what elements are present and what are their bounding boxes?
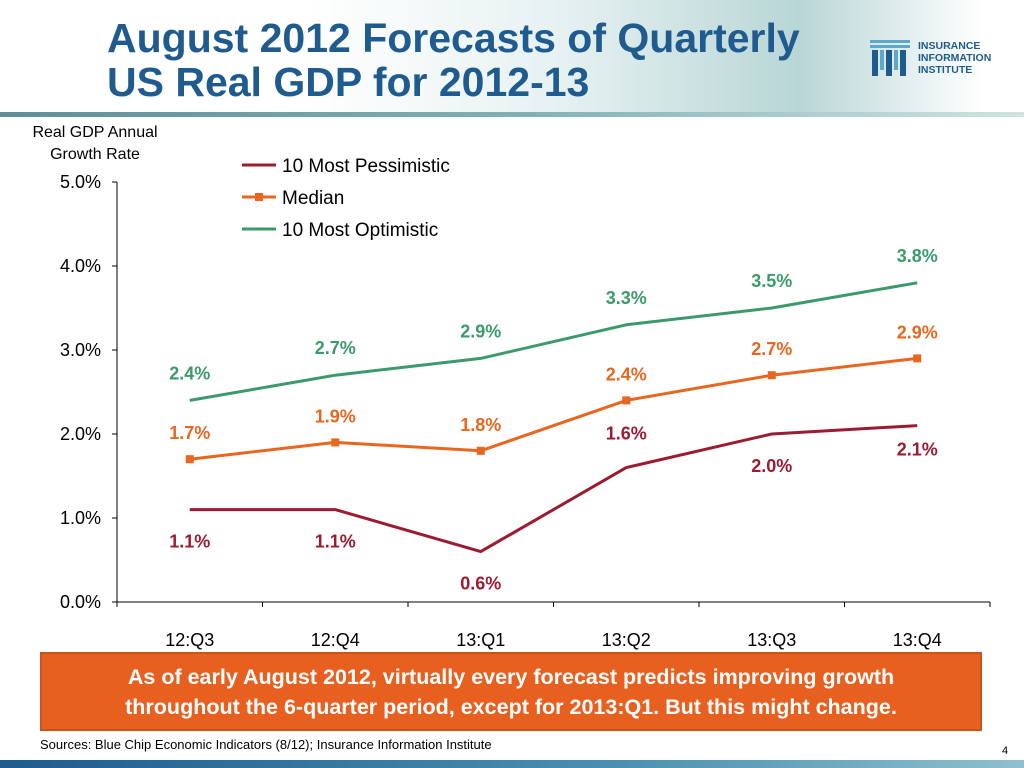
data-label: 1.9% bbox=[315, 406, 356, 426]
y-tick-label: 4.0% bbox=[60, 256, 101, 276]
x-tick-label: 12:Q4 bbox=[311, 630, 360, 650]
x-tick-label: 13:Q2 bbox=[602, 630, 651, 650]
legend-label: 10 Most Optimistic bbox=[282, 220, 438, 241]
x-tick-label: 13:Q1 bbox=[456, 630, 505, 650]
page-number: 4 bbox=[1002, 745, 1009, 757]
series-marker bbox=[185, 455, 194, 464]
y-tick-label: 1.0% bbox=[60, 508, 101, 528]
callout-box: As of early August 2012, virtually every… bbox=[40, 652, 982, 731]
series-marker bbox=[767, 371, 776, 380]
logo-text-line: INSURANCE bbox=[918, 40, 981, 52]
sources-note: Sources: Blue Chip Economic Indicators (… bbox=[40, 737, 492, 752]
legend-label: Median bbox=[282, 188, 344, 209]
series-line-median bbox=[189, 356, 918, 461]
legend-label: 10 Most Pessimistic bbox=[282, 156, 450, 177]
series-line-10-most-optimistic bbox=[189, 281, 918, 402]
slide-title: August 2012 Forecasts of Quarterly US Re… bbox=[107, 16, 847, 104]
x-tick-label: 13:Q3 bbox=[747, 630, 796, 650]
data-label: 2.9% bbox=[897, 322, 938, 342]
data-label: 1.8% bbox=[460, 415, 501, 435]
y-tick-label: 3.0% bbox=[60, 340, 101, 360]
data-label: 0.6% bbox=[460, 574, 501, 594]
y-axis-label-line: Real GDP Annual bbox=[32, 124, 158, 141]
data-label: 2.1% bbox=[897, 440, 938, 460]
x-tick-label: 12:Q3 bbox=[165, 630, 214, 650]
y-tick-label: 0.0% bbox=[60, 592, 101, 612]
slide-title-line-1: August 2012 Forecasts of Quarterly bbox=[107, 15, 800, 61]
data-label: 3.3% bbox=[606, 288, 647, 308]
data-label: 3.8% bbox=[897, 246, 938, 266]
data-label: 1.6% bbox=[606, 424, 647, 444]
data-label: 3.5% bbox=[751, 271, 792, 291]
data-label: 2.0% bbox=[751, 456, 792, 476]
logo-text-line: INFORMATION bbox=[918, 52, 992, 64]
logo-text: INSURANCE INFORMATION INSTITUTE bbox=[918, 40, 991, 76]
series-marker bbox=[622, 396, 631, 405]
header-band bbox=[0, 0, 1024, 115]
data-label: 2.4% bbox=[606, 364, 647, 384]
gdp-line-chart: 0.0% 1.0% 2.0% 3.0% 4.0% 5.0% 12:Q3 12:Q4 13:Q1 1… bbox=[60, 156, 991, 650]
series-marker bbox=[331, 438, 340, 447]
y-axis-label: Real GDP Annual Growth Rate bbox=[20, 122, 170, 166]
data-label: 2.4% bbox=[169, 363, 210, 383]
logo-text-line: INSTITUTE bbox=[918, 64, 973, 76]
data-label: 2.9% bbox=[460, 321, 501, 341]
data-label: 2.7% bbox=[315, 338, 356, 358]
series-marker bbox=[476, 446, 485, 455]
data-label: 2.7% bbox=[751, 339, 792, 359]
data-label: 1.1% bbox=[315, 532, 356, 552]
slide-title-line-2: US Real GDP for 2012-13 bbox=[107, 59, 590, 105]
y-tick-label: 2.0% bbox=[60, 424, 101, 444]
y-axis-label-line: Growth Rate bbox=[50, 146, 140, 163]
y-tick-label: 5.0% bbox=[60, 172, 101, 192]
data-label: 1.7% bbox=[169, 423, 210, 443]
iii-logo-icon bbox=[870, 40, 910, 76]
data-label: 1.1% bbox=[169, 532, 210, 552]
iii-logo: INSURANCE INFORMATION INSTITUTE bbox=[868, 38, 1018, 82]
series-marker bbox=[913, 354, 922, 363]
footer-bar bbox=[0, 760, 1024, 768]
series-line-10-most-pessimistic bbox=[189, 424, 918, 554]
callout-line: throughout the 6-quarter period, except … bbox=[125, 695, 897, 719]
callout-line: As of early August 2012, virtually every… bbox=[127, 665, 895, 689]
x-tick-label: 13:Q4 bbox=[893, 630, 942, 650]
header-divider bbox=[0, 112, 1024, 117]
legend-marker bbox=[255, 193, 263, 201]
